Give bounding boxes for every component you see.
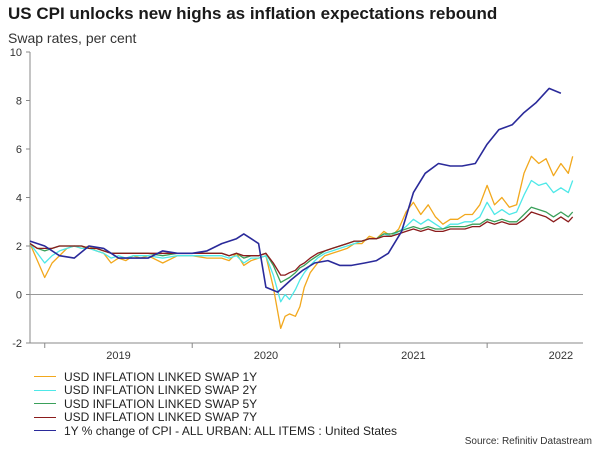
legend-swatch-cpi	[34, 430, 56, 432]
legend-label: USD INFLATION LINKED SWAP 7Y	[64, 410, 258, 425]
legend-item: USD INFLATION LINKED SWAP 2Y	[34, 383, 397, 398]
x-tick-label: 2020	[254, 350, 278, 362]
legend-item: USD INFLATION LINKED SWAP 5Y	[34, 397, 397, 411]
x-tick-label: 2022	[549, 350, 573, 362]
legend: USD INFLATION LINKED SWAP 1Y USD INFLATI…	[34, 370, 397, 438]
y-tick-label: 4	[16, 193, 22, 205]
legend-swatch-1y	[34, 376, 56, 378]
series-line-5	[29, 87, 562, 293]
legend-label: USD INFLATION LINKED SWAP 2Y	[64, 383, 258, 398]
legend-swatch-7y	[34, 416, 56, 418]
y-tick-label: 0	[16, 290, 22, 302]
series-line-4	[29, 211, 574, 276]
x-tick-label: 2021	[401, 350, 425, 362]
y-tick-label: -2	[12, 338, 22, 350]
source-note: Source: Refinitiv Datastream	[464, 436, 592, 447]
chart-subtitle: Swap rates, per cent	[8, 30, 137, 46]
series-lines	[29, 87, 574, 330]
series-line-1	[29, 155, 574, 330]
y-tick-label: 6	[16, 144, 22, 156]
axes: -2 0 2 4 6 8 10 2019 2020 2021 2022	[10, 47, 583, 362]
legend-label: USD INFLATION LINKED SWAP 5Y	[64, 396, 258, 411]
y-tick-label: 2	[16, 241, 22, 253]
chart-title: US CPI unlocks new highs as inflation ex…	[8, 4, 498, 23]
legend-label: USD INFLATION LINKED SWAP 1Y	[64, 369, 258, 384]
series-line-2	[29, 179, 574, 303]
x-tick-label: 2019	[106, 350, 130, 362]
legend-label: 1Y % change of CPI - ALL URBAN: ALL ITEM…	[64, 423, 398, 438]
legend-item: USD INFLATION LINKED SWAP 7Y	[34, 410, 397, 425]
legend-item: 1Y % change of CPI - ALL URBAN: ALL ITEM…	[34, 424, 397, 438]
y-tick-label: 8	[16, 96, 22, 108]
legend-swatch-5y	[34, 403, 56, 405]
y-tick-label: 10	[10, 47, 22, 59]
legend-item: USD INFLATION LINKED SWAP 1Y	[34, 370, 397, 384]
legend-swatch-2y	[34, 389, 56, 391]
